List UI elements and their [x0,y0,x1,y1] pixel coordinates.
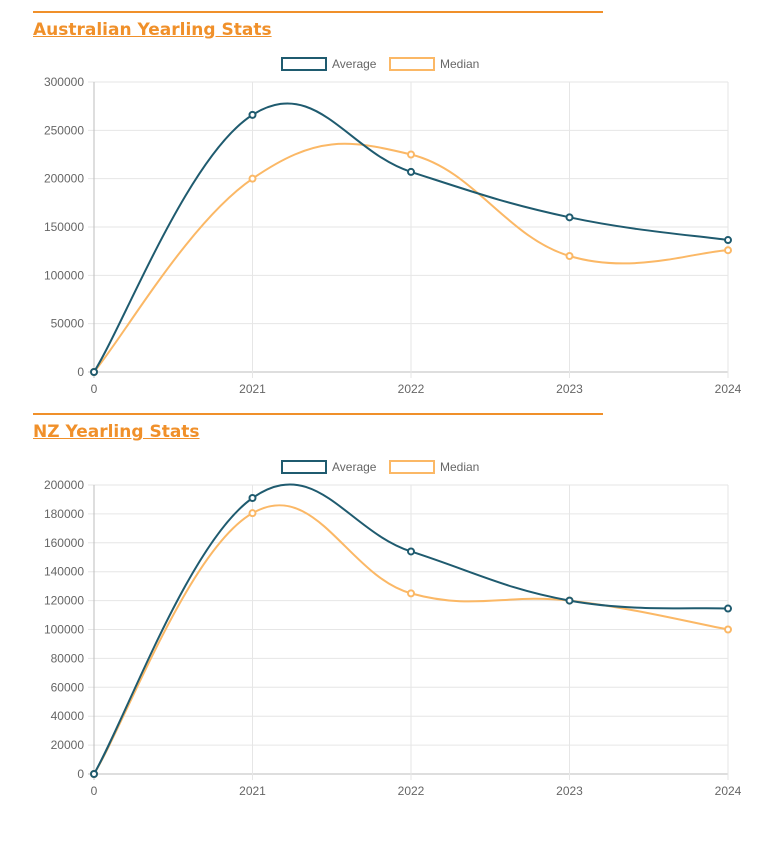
y-tick-label: 100000 [44,268,84,282]
data-point-average [724,604,732,613]
data-point-median [248,174,257,183]
legend-swatch-average [281,57,327,71]
data-point-median [724,246,732,255]
x-tick-label: 0 [91,382,98,396]
legend-label-median: Median [440,460,479,474]
y-tick-label: 180000 [44,507,84,521]
nz-stats-section: NZ Yearling Stats Average Median 0 20000 400… [0,403,772,803]
x-tick-label: 0 [91,784,98,798]
y-tick-label: 50000 [51,317,85,331]
x-tick-label: 2023 [556,784,583,798]
y-tick-label: 20000 [51,738,85,752]
data-point-average [724,236,732,245]
y-tick-label: 140000 [44,565,84,579]
y-tick-label: 0 [77,365,84,379]
data-point-average [248,110,257,119]
y-tick-label: 150000 [44,220,84,234]
y-tick-label: 200000 [44,478,84,492]
y-tick-label: 120000 [44,594,84,608]
legend-swatch-median [389,57,435,71]
data-point-median [724,625,732,634]
x-tick-label: 2024 [715,784,742,798]
y-tick-label: 80000 [51,651,85,665]
y-tick-label: 60000 [51,680,85,694]
series-line-average [93,102,729,373]
australian-stats-section: Australian Yearling Stats Average Median 0… [0,0,772,403]
x-tick-label: 2023 [556,382,583,396]
legend-swatch-median [389,460,435,474]
data-point-average [565,596,574,605]
x-tick-label: 2021 [239,784,266,798]
data-point-average [565,213,574,222]
x-tick-label: 2022 [398,784,425,798]
y-tick-label: 160000 [44,536,84,550]
data-point-median [565,252,574,260]
series-line-average [93,483,729,775]
legend-label-average: Average [332,57,377,71]
data-point-median [407,150,415,159]
nz-stats-heading[interactable]: NZ Yearling Stats [33,422,200,442]
x-tick-label: 2021 [239,382,266,396]
y-tick-label: 200000 [44,172,84,186]
y-tick-label: 40000 [51,709,85,723]
nz-yearling-chart: Average Median 0 20000 40000 60000 80000 100000… [44,460,742,798]
legend-label-average: Average [332,460,377,474]
legend-label-median: Median [440,57,479,71]
data-point-average [407,167,415,176]
data-point-average [90,770,98,778]
section-divider [33,11,603,13]
australian-yearling-chart: Average Median 0 50000 100000 150000 200000 250… [44,57,742,396]
y-tick-label: 250000 [44,123,84,137]
x-tick-label: 2024 [715,382,742,396]
data-point-average [248,494,257,503]
australian-stats-heading[interactable]: Australian Yearling Stats [33,20,272,40]
y-tick-label: 300000 [44,75,84,89]
y-tick-label: 0 [77,767,84,781]
data-point-average [90,368,98,376]
data-point-median [407,589,415,598]
data-point-average [407,547,415,556]
data-point-median [248,509,257,518]
x-tick-label: 2022 [398,382,425,396]
y-tick-label: 100000 [44,623,84,637]
legend-swatch-average [281,460,327,474]
section-divider [33,413,603,415]
